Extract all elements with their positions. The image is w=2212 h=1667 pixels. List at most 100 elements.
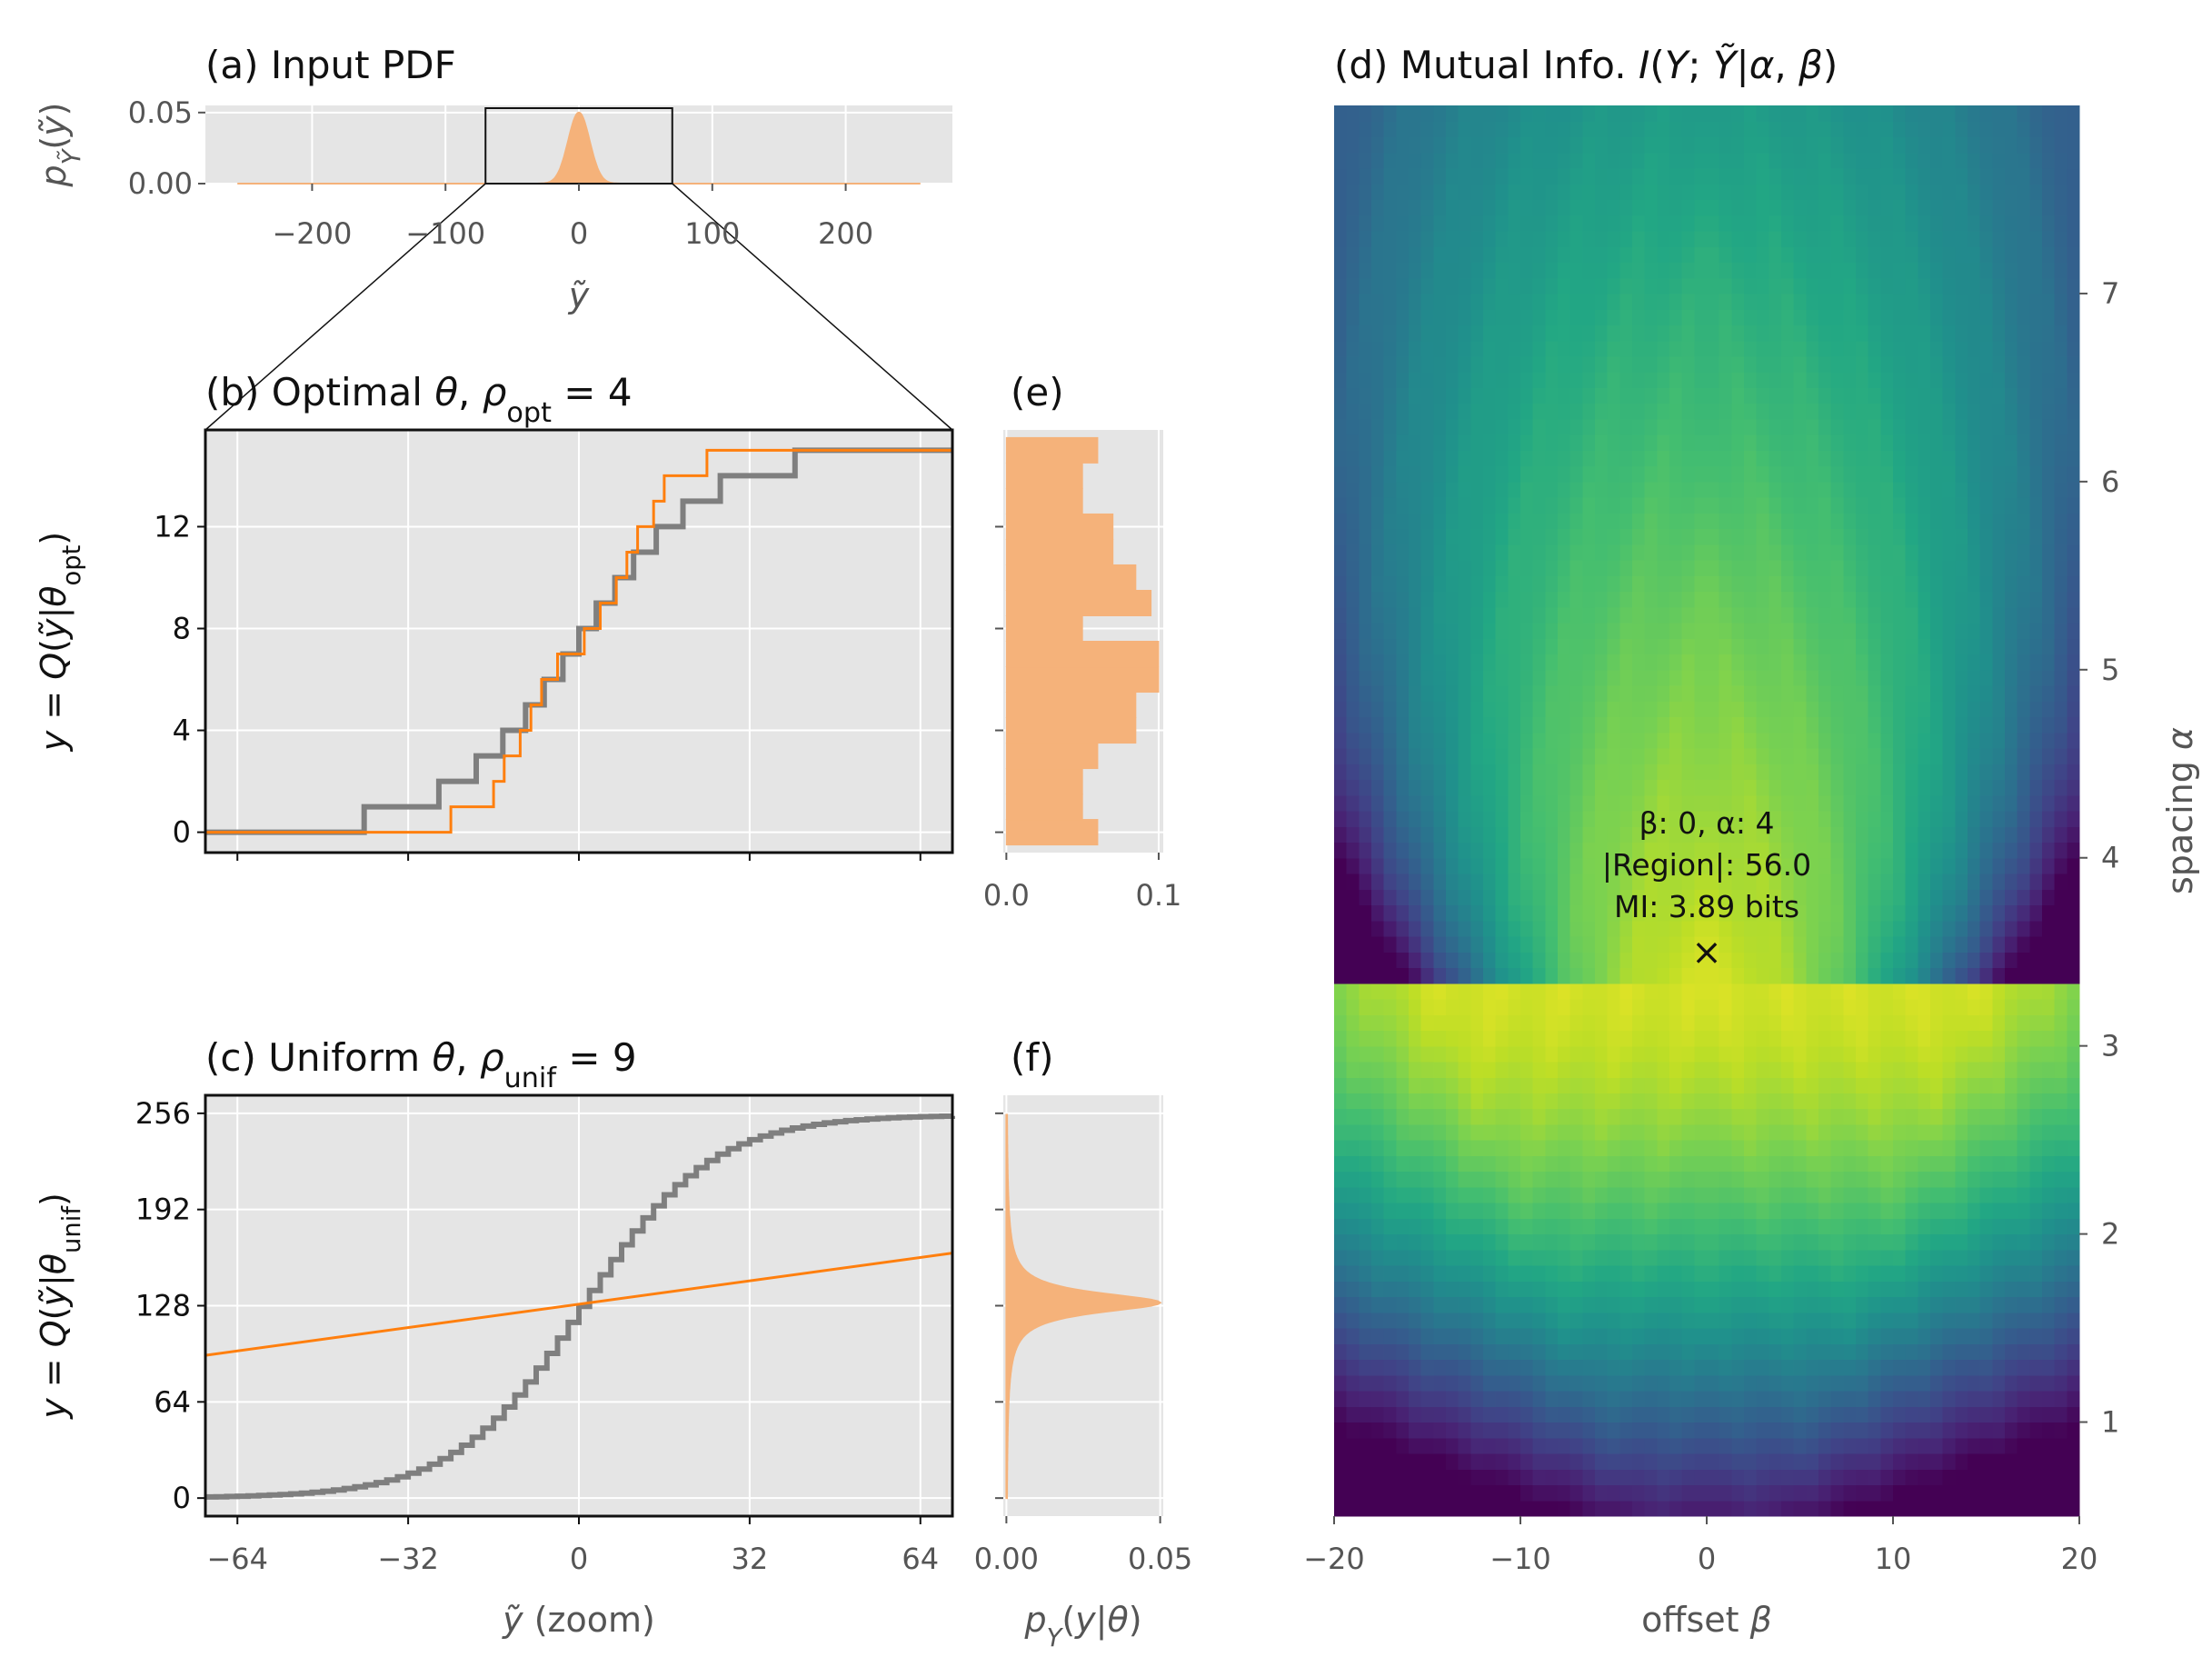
d-heatmap-cell [1359,544,1372,561]
d-heatmap-cell [1657,685,1670,702]
a-title: (a) Input PDF [205,43,456,87]
d-heatmap-cell [1569,1422,1583,1439]
d-heatmap-cell [1843,1422,1857,1439]
d-heatmap-cell [1458,1061,1471,1078]
d-heatmap-cell [2042,1186,2056,1203]
zoom-connector-left [204,183,486,431]
d-heatmap-cell [2054,418,2068,435]
d-heatmap-cell [2029,560,2043,576]
d-heatmap-cell [1495,779,1509,796]
d-heatmap-cell [1383,372,1397,388]
d-heatmap-cell [1681,1296,1695,1313]
d-heatmap-cell [1856,1359,1869,1376]
d-heatmap-cell [1383,1077,1397,1093]
d-heatmap-cell [1880,277,1894,294]
d-heatmap-cell [1905,1123,1918,1141]
d-heatmap-cell [1569,262,1583,279]
d-heatmap-cell [1756,794,1769,812]
d-heatmap-cell [1371,1484,1385,1502]
d-heatmap-cell [1582,1296,1596,1313]
d-heatmap-cell [1383,1123,1397,1141]
d-heatmap-cell [1979,983,1993,1000]
d-heatmap-cell [1644,246,1658,264]
d-heatmap-cell [1893,1281,1907,1298]
d-heatmap-cell [1669,904,1683,922]
d-heatmap-cell [1657,544,1670,561]
d-heatmap-cell [1992,952,2006,969]
d-heatmap-cell [1769,1077,1782,1093]
d-heatmap-cell [1669,1453,1683,1470]
d-heatmap-cell [1545,1391,1559,1407]
d-heatmap-cell [1744,811,1758,827]
d-heatmap-cell [1359,1030,1372,1047]
d-heatmap-cell [1420,403,1434,420]
d-heatmap-cell [1458,309,1471,326]
d-heatmap-cell [1843,904,1857,922]
d-heatmap-cell [2042,277,2056,294]
d-heatmap-cell [1532,1484,1546,1502]
d-heatmap-cell [1806,983,1819,1000]
d-heatmap-cell [1942,1203,1956,1219]
d-heatmap-cell [1694,1484,1708,1502]
d-heatmap-cell [1346,654,1360,671]
d-heatmap-cell [1644,654,1658,671]
d-heatmap-cell [1843,779,1857,796]
d-heatmap-cell [2029,1359,2043,1376]
d-heatmap-cell [1918,544,1931,561]
d-heatmap-cell [1359,1484,1372,1502]
d-heatmap-cell [1992,1123,2006,1141]
d-heatmap-cell [1470,1186,1484,1203]
d-heatmap-cell [1669,842,1683,859]
d-heatmap-cell [1619,1469,1633,1486]
d-heatmap-cell [1508,1328,1521,1344]
d-heatmap-cell [1905,623,1918,639]
d-heatmap-cell [1470,1484,1484,1502]
d-heatmap-cell [1781,811,1795,827]
d-heatmap-cell [1830,1218,1844,1235]
d-heatmap-cell [1806,560,1819,576]
d-heatmap-cell [1868,935,1881,953]
d-heatmap-cell [1781,1045,1795,1063]
d-heatmap-cell [1569,497,1583,514]
d-heatmap-cell [1595,1123,1609,1141]
d-heatmap-cell [1856,716,1869,734]
d-heatmap-cell [1793,481,1807,498]
d-heatmap-cell [1893,1374,1907,1392]
d-heatmap-cell [1657,1328,1670,1344]
d-heatmap-cell [1905,606,1918,624]
d-heatmap-cell [1707,779,1720,796]
d-heatmap-cell [1719,1500,1732,1517]
d-heatmap-cell [2054,277,2068,294]
d-heatmap-cell [1483,920,1497,937]
d-heatmap-cell [1955,293,1968,310]
d-heatmap-cell [1495,1171,1509,1188]
d-heatmap-cell [1955,1140,1968,1156]
d-heatmap-cell [1781,1437,1795,1454]
d-heatmap-cell [1744,418,1758,435]
d-heatmap-cell [1470,1108,1484,1125]
d-heatmap-cell [1334,1343,1348,1361]
d-heatmap-cell [1930,935,1944,953]
d-heatmap-cell [1744,1171,1758,1188]
d-heatmap-cell [1818,920,1832,937]
d-heatmap-cell [1793,591,1807,608]
d-heatmap-cell [1396,716,1410,734]
d-heatmap-cell [1346,701,1360,718]
d-heatmap-cell [1719,372,1732,388]
d-heatmap-cell [1433,1014,1447,1032]
d-heatmap-cell [1769,1093,1782,1110]
d-heatmap-cell [1359,920,1372,937]
d-heatmap-cell [1532,1281,1546,1298]
d-heatmap-cell [1458,324,1471,342]
d-heatmap-cell [1569,1123,1583,1141]
d-heatmap-cell [1880,1265,1894,1282]
d-heatmap-cell [1657,606,1670,624]
d-heatmap-cell [1744,669,1758,686]
d-heatmap-cell [1905,1249,1918,1266]
d-heatmap-cell [1893,1359,1907,1376]
d-heatmap-cell [1955,1374,1968,1392]
d-heatmap-cell [1545,591,1559,608]
d-heatmap-cell [1433,1186,1447,1203]
d-heatmap-cell [1595,1296,1609,1313]
d-heatmap-cell [1470,450,1484,467]
